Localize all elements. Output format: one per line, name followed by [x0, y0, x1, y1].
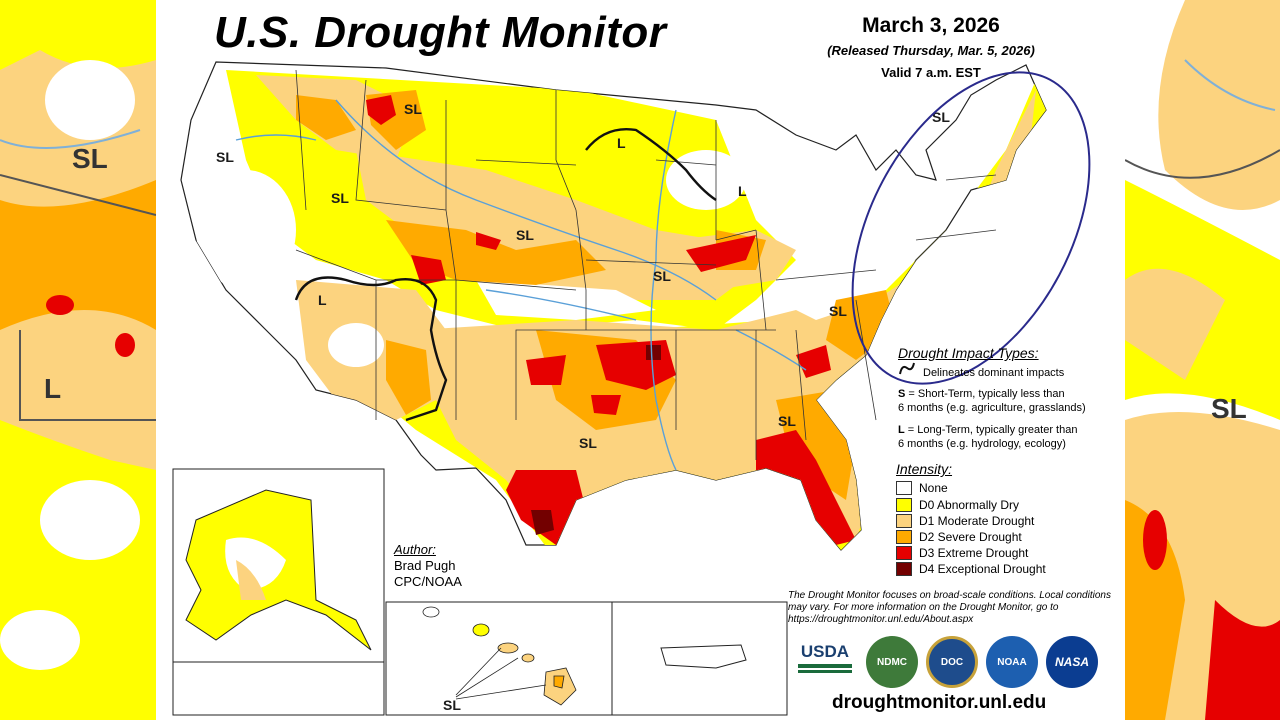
author-name: Brad Pugh [394, 558, 456, 573]
conus-map: SL SL SL SL SL SL SL SL SL L L L [172, 61, 1091, 716]
intensity-heading: Intensity: [896, 461, 953, 477]
long-term-text: L = Long-Term, typically greater than [898, 423, 1077, 437]
legend-swatch-d1 [896, 514, 912, 528]
left-zoom-l-label: L [44, 373, 61, 404]
disclaimer-note: The Drought Monitor focuses on broad-sca… [788, 590, 1111, 625]
legend-label-d0: D0 Abnormally Dry [919, 498, 1020, 512]
legend-swatch-d4 [896, 562, 912, 576]
legend-row-d1: D1 Moderate Drought [896, 514, 1034, 528]
legend-row-d2: D2 Severe Drought [896, 530, 1022, 544]
label-l-michigan: L [738, 183, 747, 199]
map-date: March 3, 2026 [862, 14, 1000, 37]
legend-row-d0: D0 Abnormally Dry [896, 498, 1019, 512]
left-zoom-map: SL L [0, 0, 156, 720]
left-zoom-sl-label: SL [72, 143, 108, 174]
nasa-logo: NASA [1046, 636, 1098, 688]
ndmc-logo: NDMC [866, 636, 918, 688]
impact-boundary-southwest [294, 276, 448, 422]
label-l-southwest: L [318, 292, 327, 308]
long-term-key: L [898, 424, 905, 436]
rivers [235, 99, 807, 471]
right-zoom-panel: SL [1125, 0, 1280, 720]
short-term-text: S = Short-Term, typically less than [898, 387, 1065, 401]
drought-monitor-map-panel: U.S. Drought Monitor March 3, 2026 (Rele… [156, 0, 1125, 720]
legend-label-none: None [919, 481, 948, 495]
legend-label-d3: D3 Extreme Drought [919, 546, 1029, 560]
label-l-minnesota: L [617, 135, 626, 151]
long-term-desc: = Long-Term, typically greater than [907, 424, 1078, 436]
hawaii-inset-frame [385, 601, 613, 716]
label-sl-northwest: SL [216, 149, 234, 165]
label-sl-texas: SL [579, 435, 597, 451]
label-sl-oregon: SL [331, 190, 349, 206]
ndmc-logo-text: NDMC [877, 656, 907, 668]
author-org: CPC/NOAA [394, 574, 462, 589]
label-sl-plains: SL [516, 227, 534, 243]
hawaii-map [422, 606, 577, 706]
delineates-text: Delineates dominant impacts [923, 367, 1065, 379]
legend-label-d2: D2 Severe Drought [919, 530, 1022, 544]
left-zoom-panel: SL L [0, 0, 156, 720]
author-heading: Author: [394, 542, 436, 557]
doc-logo-text: DOC [940, 656, 964, 668]
legend-label-d4: D4 Exceptional Drought [919, 562, 1046, 576]
nasa-logo-text: NASA [1054, 655, 1089, 669]
short-term-key: S [898, 388, 906, 400]
legend-swatch-d2 [896, 530, 912, 544]
impact-boundary-midwest [585, 128, 717, 201]
label-sl-maine: SL [932, 109, 950, 125]
state-borders [295, 69, 997, 460]
legend-swatch-none [896, 481, 912, 495]
legend-swatch-d0 [896, 498, 912, 512]
noaa-logo: NOAA [986, 636, 1038, 688]
right-zoom-sl-label: SL [1211, 393, 1247, 424]
puerto-rico-map [660, 644, 747, 669]
legend-swatch-d3 [896, 546, 912, 560]
usda-logo-text: USDA [800, 642, 850, 661]
legend-row-d4: D4 Exceptional Drought [896, 562, 1046, 576]
impact-types-heading: Drought Impact Types: [898, 345, 1039, 361]
website-url[interactable]: droughtmonitor.unl.edu [832, 692, 1047, 713]
author-block: Author: Brad Pugh CPC/NOAA [394, 542, 462, 590]
usda-logo: USDA [798, 642, 852, 682]
delineates-line-icon [899, 362, 915, 375]
label-sl-virginia: SL [829, 303, 847, 319]
legend-row-none: None [896, 481, 948, 495]
northeast-annotation-ellipse [851, 71, 1091, 385]
doc-logo: DOC [926, 636, 978, 688]
label-sl-hawaii: SL [443, 697, 461, 713]
short-term-text-2: 6 months (e.g. agriculture, grasslands) [898, 402, 1086, 414]
short-term-desc: = Short-Term, typically less than [908, 388, 1065, 400]
label-sl-georgia: SL [778, 413, 796, 429]
right-zoom-map: SL [1125, 0, 1280, 720]
legend-row-d3: D3 Extreme Drought [896, 546, 1028, 560]
noaa-logo-text: NOAA [997, 656, 1027, 668]
long-term-text-2: 6 months (e.g. hydrology, ecology) [898, 438, 1066, 450]
label-sl-montana: SL [404, 101, 422, 117]
map-title: U.S. Drought Monitor [214, 8, 667, 57]
release-date: (Released Thursday, Mar. 5, 2026) [827, 43, 1035, 58]
label-sl-illinois: SL [653, 268, 671, 284]
valid-time: Valid 7 a.m. EST [881, 65, 981, 80]
legend-label-d1: D1 Moderate Drought [919, 514, 1035, 528]
